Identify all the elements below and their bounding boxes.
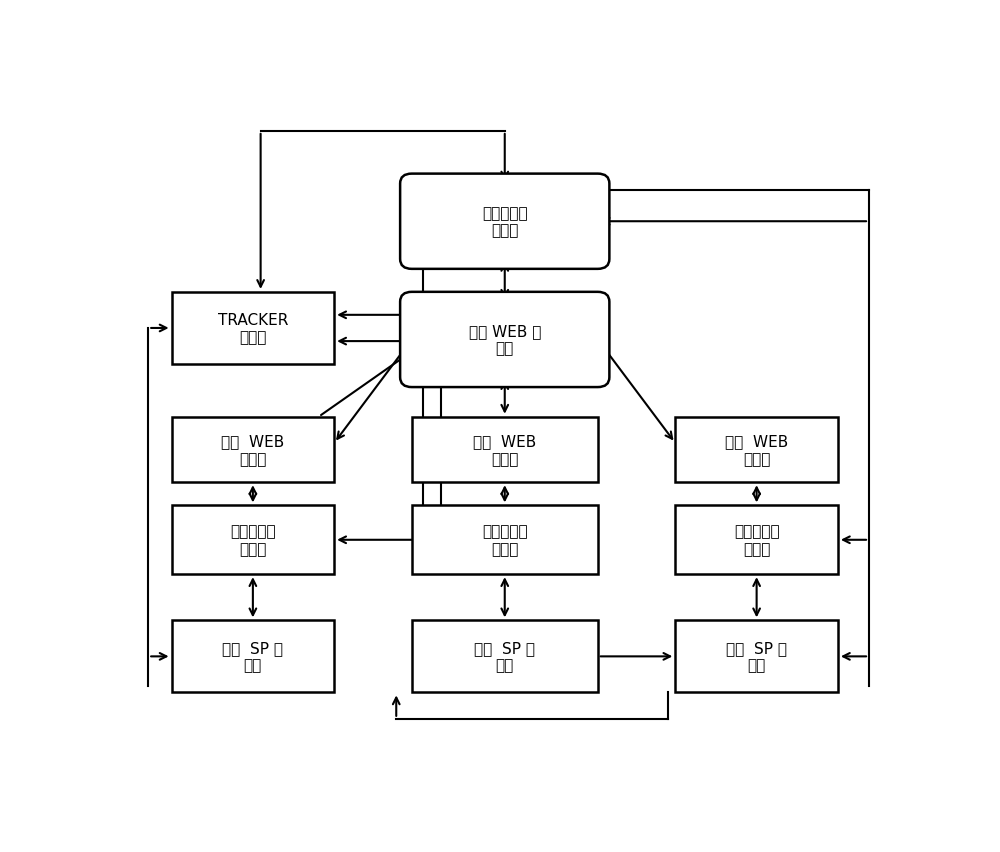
Text: 本地  SP 服
务器: 本地 SP 服 务器 (726, 641, 787, 673)
Text: 中央数据库
服务器: 中央数据库 服务器 (482, 206, 528, 239)
Text: 本地数据库
服务器: 本地数据库 服务器 (230, 524, 276, 556)
Bar (412, 620, 598, 693)
Text: 本地数据库
服务器: 本地数据库 服务器 (482, 524, 528, 556)
Bar (675, 620, 838, 693)
Bar (172, 506, 334, 574)
FancyBboxPatch shape (400, 175, 609, 269)
Text: 中央 WEB 服
务器: 中央 WEB 服 务器 (469, 324, 541, 356)
Text: 本地  WEB
服务器: 本地 WEB 服务器 (473, 434, 536, 466)
Bar (172, 620, 334, 693)
Bar (172, 292, 334, 365)
FancyBboxPatch shape (400, 292, 609, 388)
Bar (172, 417, 334, 483)
Text: 本地  SP 服
务器: 本地 SP 服 务器 (222, 641, 283, 673)
Bar (412, 506, 598, 574)
Text: 本地数据库
服务器: 本地数据库 服务器 (734, 524, 779, 556)
Text: TRACKER
服务器: TRACKER 服务器 (218, 313, 288, 345)
Text: 本地  SP 服
务器: 本地 SP 服 务器 (474, 641, 535, 673)
Text: 本地  WEB
服务器: 本地 WEB 服务器 (221, 434, 285, 466)
Bar (412, 417, 598, 483)
Text: 本地  WEB
服务器: 本地 WEB 服务器 (725, 434, 788, 466)
Bar (675, 506, 838, 574)
Bar (675, 417, 838, 483)
